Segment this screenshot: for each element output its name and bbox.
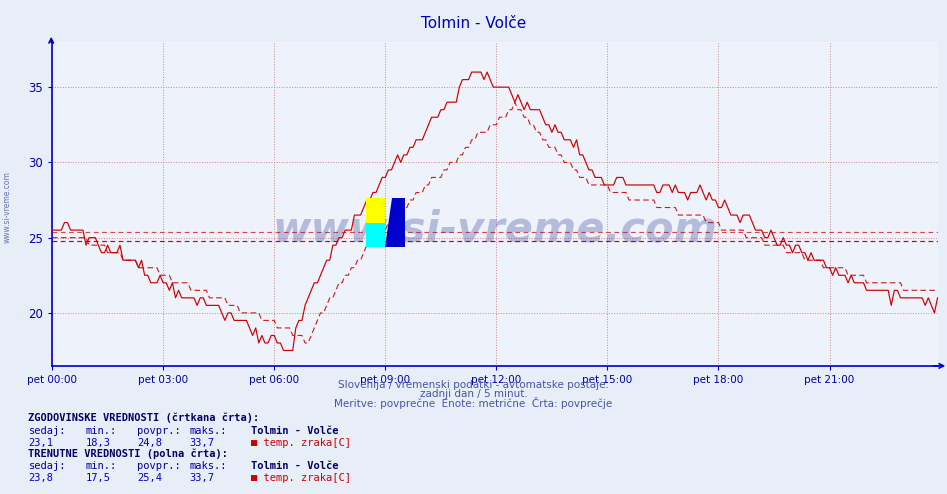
- Text: Meritve: povprečne  Enote: metrične  Črta: povprečje: Meritve: povprečne Enote: metrične Črta:…: [334, 397, 613, 409]
- Text: sedaj:: sedaj:: [28, 461, 66, 471]
- Text: Tolmin - Volče: Tolmin - Volče: [251, 426, 338, 436]
- Text: TRENUTNE VREDNOSTI (polna črta):: TRENUTNE VREDNOSTI (polna črta):: [28, 449, 228, 459]
- Polygon shape: [385, 198, 404, 247]
- Text: ■ temp. zraka[C]: ■ temp. zraka[C]: [251, 473, 351, 483]
- Text: Slovenija / vremenski podatki - avtomatske postaje.: Slovenija / vremenski podatki - avtomats…: [338, 380, 609, 390]
- Text: maks.:: maks.:: [189, 461, 227, 471]
- Text: 23,1: 23,1: [28, 438, 53, 448]
- Bar: [366, 223, 385, 247]
- Text: 33,7: 33,7: [189, 473, 214, 483]
- Text: ■ temp. zraka[C]: ■ temp. zraka[C]: [251, 438, 351, 448]
- Text: www.si-vreme.com: www.si-vreme.com: [273, 208, 717, 250]
- Text: 33,7: 33,7: [189, 438, 214, 448]
- Text: min.:: min.:: [85, 426, 116, 436]
- Bar: [366, 198, 385, 223]
- Text: 25,4: 25,4: [137, 473, 162, 483]
- Text: maks.:: maks.:: [189, 426, 227, 436]
- Text: sedaj:: sedaj:: [28, 426, 66, 436]
- Text: 18,3: 18,3: [85, 438, 110, 448]
- Text: zadnji dan / 5 minut.: zadnji dan / 5 minut.: [420, 389, 527, 399]
- Text: 24,8: 24,8: [137, 438, 162, 448]
- Text: 17,5: 17,5: [85, 473, 110, 483]
- Text: Tolmin - Volče: Tolmin - Volče: [251, 461, 338, 471]
- Text: ZGODOVINSKE VREDNOSTI (črtkana črta):: ZGODOVINSKE VREDNOSTI (črtkana črta):: [28, 412, 259, 423]
- Text: 23,8: 23,8: [28, 473, 53, 483]
- Text: Tolmin - Volče: Tolmin - Volče: [420, 16, 527, 31]
- Text: min.:: min.:: [85, 461, 116, 471]
- Text: www.si-vreme.com: www.si-vreme.com: [3, 171, 12, 244]
- Text: povpr.:: povpr.:: [137, 426, 181, 436]
- Text: povpr.:: povpr.:: [137, 461, 181, 471]
